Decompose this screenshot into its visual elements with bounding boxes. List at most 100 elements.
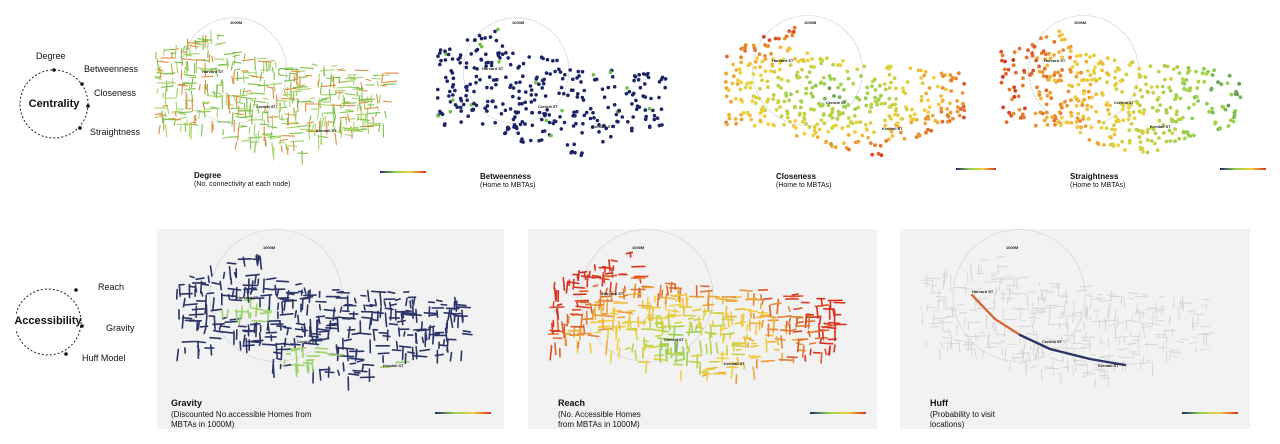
svg-degree-segment xyxy=(182,81,189,84)
svg-huff-segment xyxy=(1040,288,1043,300)
svg-closeness-node xyxy=(770,62,775,67)
svg-huff-segment xyxy=(1179,338,1189,340)
svg-gravity-segment xyxy=(245,337,248,354)
svg-gravity-segment xyxy=(204,307,207,315)
svg-straightness-node xyxy=(1145,130,1150,135)
svg-huff-segment xyxy=(1170,348,1173,357)
svg-huff-segment xyxy=(1134,296,1149,298)
svg-gravity-segment xyxy=(246,289,250,303)
svg-huff-segment xyxy=(924,282,931,285)
svg-closeness-node xyxy=(957,113,962,118)
svg-closeness-node xyxy=(927,105,932,109)
svg-betweenness-node xyxy=(582,113,587,118)
svg-degree-segment xyxy=(329,93,337,96)
svg-reach-segment xyxy=(601,295,612,298)
svg-gravity-segment xyxy=(256,308,265,312)
svg-huff-segment xyxy=(936,299,943,302)
svg-huff-segment xyxy=(1143,327,1145,339)
svg-degree-segment xyxy=(194,114,197,121)
svg-degree-segment xyxy=(297,124,311,128)
svg-closeness-node xyxy=(879,93,883,98)
betweenness-network xyxy=(435,17,668,158)
svg-reach-segment xyxy=(735,348,742,351)
svg-reach-segment xyxy=(601,317,604,329)
svg-degree-segment xyxy=(232,95,241,98)
svg-straightness-node xyxy=(1114,87,1119,91)
svg-degree-segment xyxy=(239,88,242,103)
svg-degree-segment xyxy=(295,110,297,119)
map-straightness-central-tag: Central ST xyxy=(1114,100,1135,105)
svg-betweenness-node xyxy=(509,83,513,87)
svg-degree-segment xyxy=(186,102,189,109)
svg-closeness-node xyxy=(802,131,807,136)
svg-closeness-node xyxy=(758,111,763,115)
svg-gravity-segment xyxy=(219,325,231,328)
svg-huff-segment xyxy=(1000,278,1014,281)
svg-closeness-node xyxy=(734,68,739,72)
svg-degree-segment xyxy=(330,75,334,83)
svg-straightness-node xyxy=(1106,73,1111,77)
map-gravity-harvard-tag: Harvard ST xyxy=(237,295,259,300)
svg-straightness-node xyxy=(1000,58,1004,63)
svg-reach-segment xyxy=(608,259,611,272)
svg-straightness-node xyxy=(1134,99,1139,104)
svg-closeness-node xyxy=(769,51,773,56)
svg-reach-segment xyxy=(761,298,765,305)
svg-straightness-node xyxy=(1137,128,1141,133)
svg-reach-segment xyxy=(592,274,601,278)
svg-degree-segment xyxy=(290,140,304,143)
map-reach-kendall-tag: Kendall ST xyxy=(724,361,745,366)
svg-betweenness-node xyxy=(636,78,641,82)
svg-reach-segment xyxy=(790,295,804,298)
map-huff-harvard-tag: Harvard ST xyxy=(972,289,994,294)
svg-betweenness-node xyxy=(575,109,579,114)
svg-reach-segment xyxy=(614,282,618,296)
svg-betweenness-node xyxy=(529,93,534,97)
map-reach-legend xyxy=(810,412,866,414)
svg-degree-segment xyxy=(244,90,252,92)
svg-closeness-node xyxy=(741,46,745,51)
svg-straightness-node xyxy=(1088,82,1093,87)
svg-straightness-node xyxy=(1121,104,1126,108)
svg-betweenness-node xyxy=(501,102,505,106)
centrality-item-betweenness: Betweenness xyxy=(84,64,139,74)
svg-degree-segment xyxy=(181,58,195,61)
map-closeness-subtitle: (Home to MBTAs) xyxy=(776,182,832,189)
svg-gravity-segment xyxy=(291,364,305,367)
svg-betweenness-node xyxy=(624,91,629,96)
svg-degree-segment xyxy=(341,102,357,105)
svg-gravity-segment xyxy=(283,326,292,330)
svg-straightness-node xyxy=(1056,70,1060,75)
svg-betweenness-node xyxy=(560,108,564,113)
svg-gravity-segment xyxy=(382,334,391,338)
svg-huff-segment xyxy=(1156,336,1170,338)
svg-straightness-node xyxy=(1127,105,1131,110)
svg-reach-segment xyxy=(588,270,591,277)
svg-huff-segment xyxy=(943,322,952,324)
svg-gravity-segment xyxy=(242,334,246,345)
svg-gravity-segment xyxy=(227,287,242,291)
svg-straightness-node xyxy=(1105,100,1110,105)
svg-gravity-segment xyxy=(339,306,343,313)
svg-straightness-node xyxy=(1171,67,1176,72)
svg-straightness-node xyxy=(1038,110,1043,115)
svg-closeness-node xyxy=(853,107,857,111)
svg-degree-segment xyxy=(248,119,264,121)
svg-closeness-node xyxy=(763,108,768,113)
svg-closeness-node xyxy=(807,125,812,129)
map-degree-radius-tag: 1000M xyxy=(230,20,243,25)
svg-degree-segment xyxy=(233,69,235,85)
svg-huff-segment xyxy=(945,308,959,310)
svg-degree-segment xyxy=(293,86,308,89)
svg-gravity-radius-ring xyxy=(209,229,343,362)
svg-gravity-segment xyxy=(325,327,339,330)
svg-degree-segment xyxy=(336,86,346,89)
svg-closeness-node xyxy=(945,119,950,124)
svg-huff-segment xyxy=(1076,363,1089,366)
svg-degree-segment xyxy=(196,43,204,46)
map-degree-harvard-tag: Harvard ST xyxy=(202,69,224,74)
svg-betweenness-node xyxy=(581,98,586,102)
svg-gravity-segment xyxy=(181,316,193,320)
svg-closeness-node xyxy=(865,85,870,90)
svg-huff-segment xyxy=(967,339,970,353)
